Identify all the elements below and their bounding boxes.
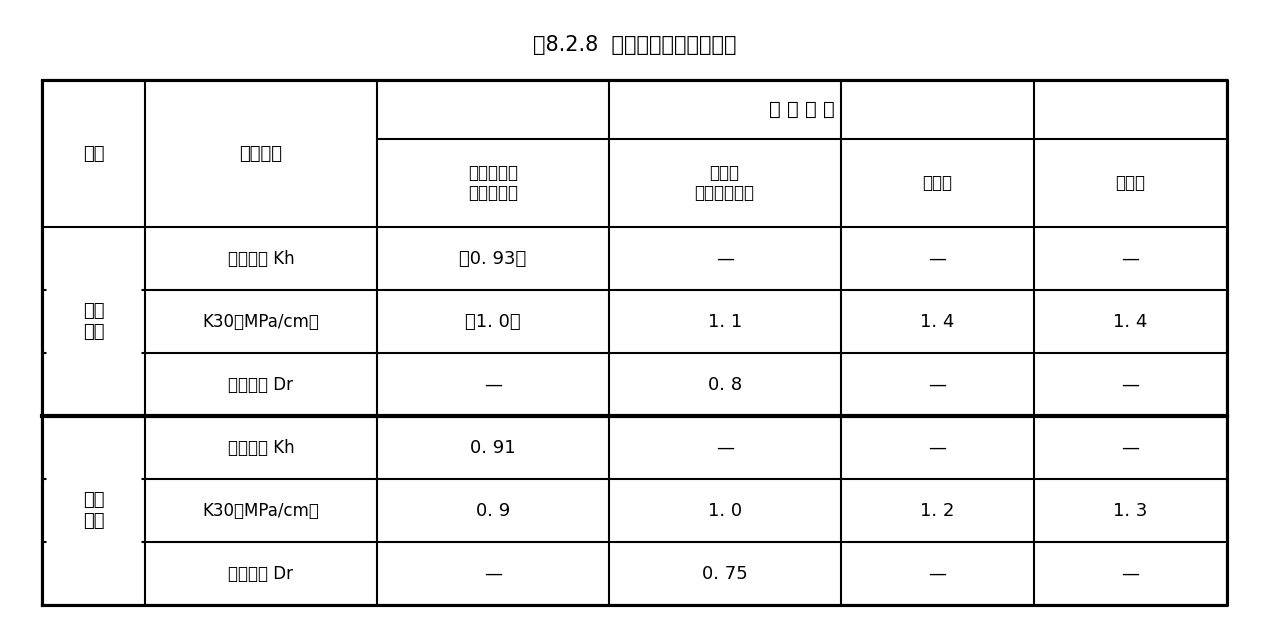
Text: 砾石类: 砾石类	[923, 174, 952, 192]
Text: 基床
表层: 基床 表层	[82, 303, 104, 341]
Text: —: —	[1122, 565, 1140, 583]
Text: —: —	[1122, 249, 1140, 268]
Text: —: —	[716, 249, 733, 268]
Text: —: —	[928, 565, 947, 583]
Text: —: —	[1122, 438, 1140, 456]
Text: 压实系数 Kh: 压实系数 Kh	[227, 249, 294, 268]
Text: 细粒土和粉
砂、改良土: 细粒土和粉 砂、改良土	[468, 163, 518, 203]
Text: K30（MPa/cm）: K30（MPa/cm）	[203, 313, 320, 331]
Text: 表8.2.8  路基基床各层的压实度: 表8.2.8 路基基床各层的压实度	[533, 35, 736, 55]
Text: K30（MPa/cm）: K30（MPa/cm）	[203, 502, 320, 520]
Text: 压实系数 Kh: 压实系数 Kh	[227, 438, 294, 456]
Text: 1. 0: 1. 0	[708, 502, 741, 520]
Text: —: —	[928, 376, 947, 394]
Text: 1. 1: 1. 1	[708, 313, 742, 331]
Text: （1. 0）: （1. 0）	[464, 313, 520, 331]
Text: 碎石类: 碎石类	[1115, 174, 1146, 192]
Text: （0. 93）: （0. 93）	[459, 249, 527, 268]
Text: —: —	[483, 565, 501, 583]
Text: 1. 4: 1. 4	[1113, 313, 1147, 331]
Text: 0. 75: 0. 75	[702, 565, 747, 583]
Text: 0. 8: 0. 8	[708, 376, 741, 394]
Text: —: —	[928, 249, 947, 268]
Text: 填 料 类 别: 填 料 类 别	[769, 100, 835, 119]
Text: 压实指标: 压实指标	[240, 145, 283, 163]
Text: 位置: 位置	[82, 145, 104, 163]
Text: 砂类土
（粉砂除外）: 砂类土 （粉砂除外）	[694, 163, 755, 203]
Text: —: —	[483, 376, 501, 394]
Text: —: —	[928, 438, 947, 456]
Text: 基床
底层: 基床 底层	[82, 491, 104, 530]
Text: —: —	[1122, 376, 1140, 394]
Text: 0. 9: 0. 9	[476, 502, 510, 520]
Text: 1. 2: 1. 2	[920, 502, 954, 520]
Text: 0. 91: 0. 91	[470, 438, 515, 456]
Text: 1. 3: 1. 3	[1113, 502, 1147, 520]
Text: 相对密度 Dr: 相对密度 Dr	[228, 376, 293, 394]
Text: 1. 4: 1. 4	[920, 313, 954, 331]
Text: 相对密度 Dr: 相对密度 Dr	[228, 565, 293, 583]
Text: —: —	[716, 438, 733, 456]
